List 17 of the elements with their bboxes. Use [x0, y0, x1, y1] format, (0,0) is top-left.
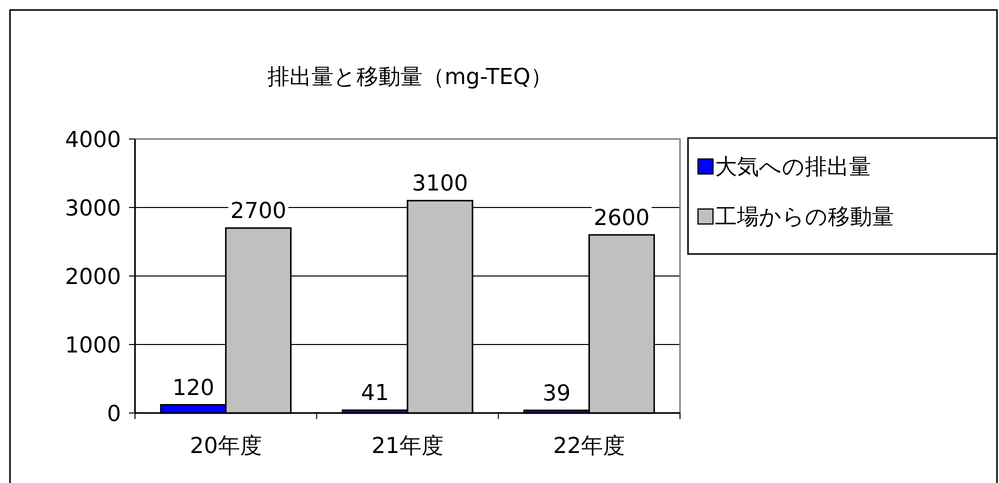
data-label: 41 [361, 381, 389, 406]
x-tick-label: 22年度 [553, 434, 626, 459]
chart-title: 排出量と移動量（mg-TEQ） [268, 65, 552, 90]
x-tick-label: 20年度 [190, 434, 262, 459]
data-label: 120 [172, 376, 214, 401]
y-tick-label: 4000 [65, 128, 121, 153]
y-tick-label: 3000 [65, 196, 121, 222]
data-label: 2700 [230, 199, 286, 224]
data-label: 39 [542, 381, 571, 406]
legend-label: 大気への排出量 [715, 155, 871, 180]
legend-label: 工場からの移動量 [715, 205, 894, 230]
y-tick-label: 1000 [65, 334, 121, 358]
y-tick-label: 0 [107, 402, 121, 427]
y-tick-label: 2000 [65, 265, 121, 290]
data-label: 3100 [412, 172, 468, 197]
data-label: 2600 [594, 206, 650, 231]
x-tick-label: 21年度 [372, 434, 444, 459]
